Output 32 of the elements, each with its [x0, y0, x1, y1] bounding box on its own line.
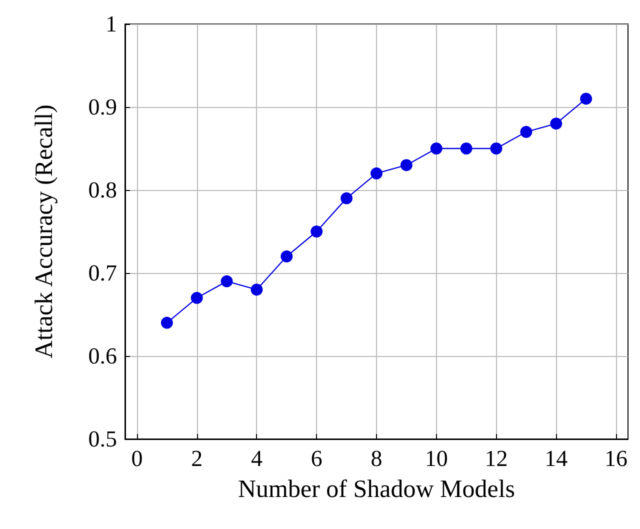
point [460, 142, 472, 154]
x-tick-label: 6 [310, 446, 322, 471]
point [310, 226, 323, 238]
y-tick-label: 0.7 [88, 260, 117, 286]
point [190, 292, 203, 304]
x-tick-label: 8 [370, 446, 382, 471]
point [520, 126, 532, 138]
y-tick-label: 0.6 [88, 344, 117, 368]
point [580, 92, 592, 105]
y-tick-label: 0.8 [88, 178, 117, 202]
x-tick-label: 4 [250, 446, 263, 471]
point [550, 118, 562, 130]
point [220, 275, 233, 288]
x-tick-label: 10 [424, 446, 448, 471]
point [430, 142, 442, 154]
x-axis-title: Number of Shadow Models [238, 476, 516, 503]
point [400, 159, 412, 172]
y-axis-title: Attack Accuracy (Recall) [31, 104, 58, 359]
x-tick-label: 2 [191, 446, 203, 471]
x-tick-label: 0 [131, 446, 143, 471]
y-tick-label: 1 [106, 12, 117, 36]
point [490, 142, 502, 154]
y-tick-label: 0.5 [88, 426, 117, 452]
y-tick-label: 0.9 [88, 94, 117, 120]
x-tick-label: 14 [544, 446, 568, 471]
point [250, 284, 263, 296]
point [160, 316, 173, 329]
point [340, 192, 353, 204]
point [370, 167, 382, 180]
x-tick-label: 16 [604, 446, 628, 471]
point [280, 250, 293, 262]
x-tick-label: 12 [484, 446, 508, 471]
